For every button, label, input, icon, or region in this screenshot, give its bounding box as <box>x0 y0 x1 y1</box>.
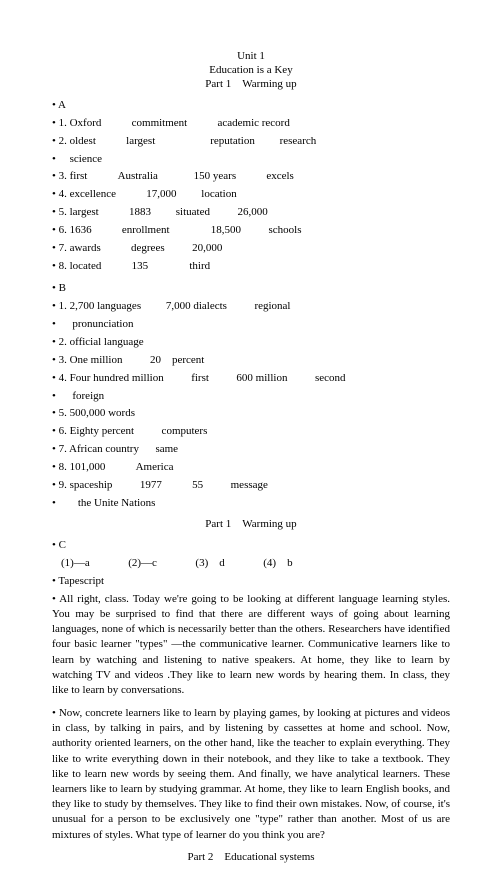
section-b-item: 3. One million 20 percent <box>52 353 450 368</box>
section-b: B 1. 2,700 languages 7,000 dialects regi… <box>52 281 450 510</box>
section-a-item: 4. excellence 17,000 location <box>52 187 450 202</box>
part-label-2: Part 1 Warming up <box>52 518 450 530</box>
section-c-answers: (1)—a (2)—c (3) d (4) b <box>52 556 450 571</box>
section-a-item: 7. awards degrees 20,000 <box>52 241 450 256</box>
section-c: C (1)—a (2)—c (3) d (4) b Tapescript All… <box>52 538 450 842</box>
part-label: Part 1 Warming up <box>52 78 450 90</box>
section-b-item: 5. 500,000 words <box>52 406 450 421</box>
section-c-label: C <box>52 538 450 553</box>
section-a-item: 2. oldest largest reputation research <box>52 134 450 149</box>
section-b-item: foreign <box>52 389 450 404</box>
section-b-label: B <box>52 281 450 296</box>
doc-title: Education is a Key <box>52 64 450 76</box>
section-a-label: A <box>52 98 450 113</box>
section-b-item: 9. spaceship 1977 55 message <box>52 478 450 493</box>
paragraph-1: All right, class. Today we're going to b… <box>52 592 450 698</box>
section-b-item: 7. African country same <box>52 442 450 457</box>
section-a-item: 5. largest 1883 situated 26,000 <box>52 205 450 220</box>
section-a-item: science <box>52 152 450 167</box>
paragraph-2: Now, concrete learners like to learn by … <box>52 706 450 843</box>
section-b-item: 4. Four hundred million first 600 millio… <box>52 371 450 386</box>
section-a-item: 1. Oxford commitment academic record <box>52 116 450 131</box>
section-b-item: 1. 2,700 languages 7,000 dialects region… <box>52 299 450 314</box>
section-a: A 1. Oxford commitment academic record 2… <box>52 98 450 273</box>
section-b-item: pronunciation <box>52 317 450 332</box>
section-b-item: 6. Eighty percent computers <box>52 424 450 439</box>
tapescript-label: Tapescript <box>52 574 450 589</box>
section-b-item: 2. official language <box>52 335 450 350</box>
section-a-item: 6. 1636 enrollment 18,500 schools <box>52 223 450 238</box>
unit-label: Unit 1 <box>52 50 450 62</box>
part-2-label: Part 2 Educational systems <box>52 851 450 863</box>
section-a-item: 8. located 135 third <box>52 259 450 274</box>
section-a-item: 3. first Australia 150 years excels <box>52 169 450 184</box>
section-b-item: 8. 101,000 America <box>52 460 450 475</box>
section-b-item: the Unite Nations <box>52 496 450 511</box>
